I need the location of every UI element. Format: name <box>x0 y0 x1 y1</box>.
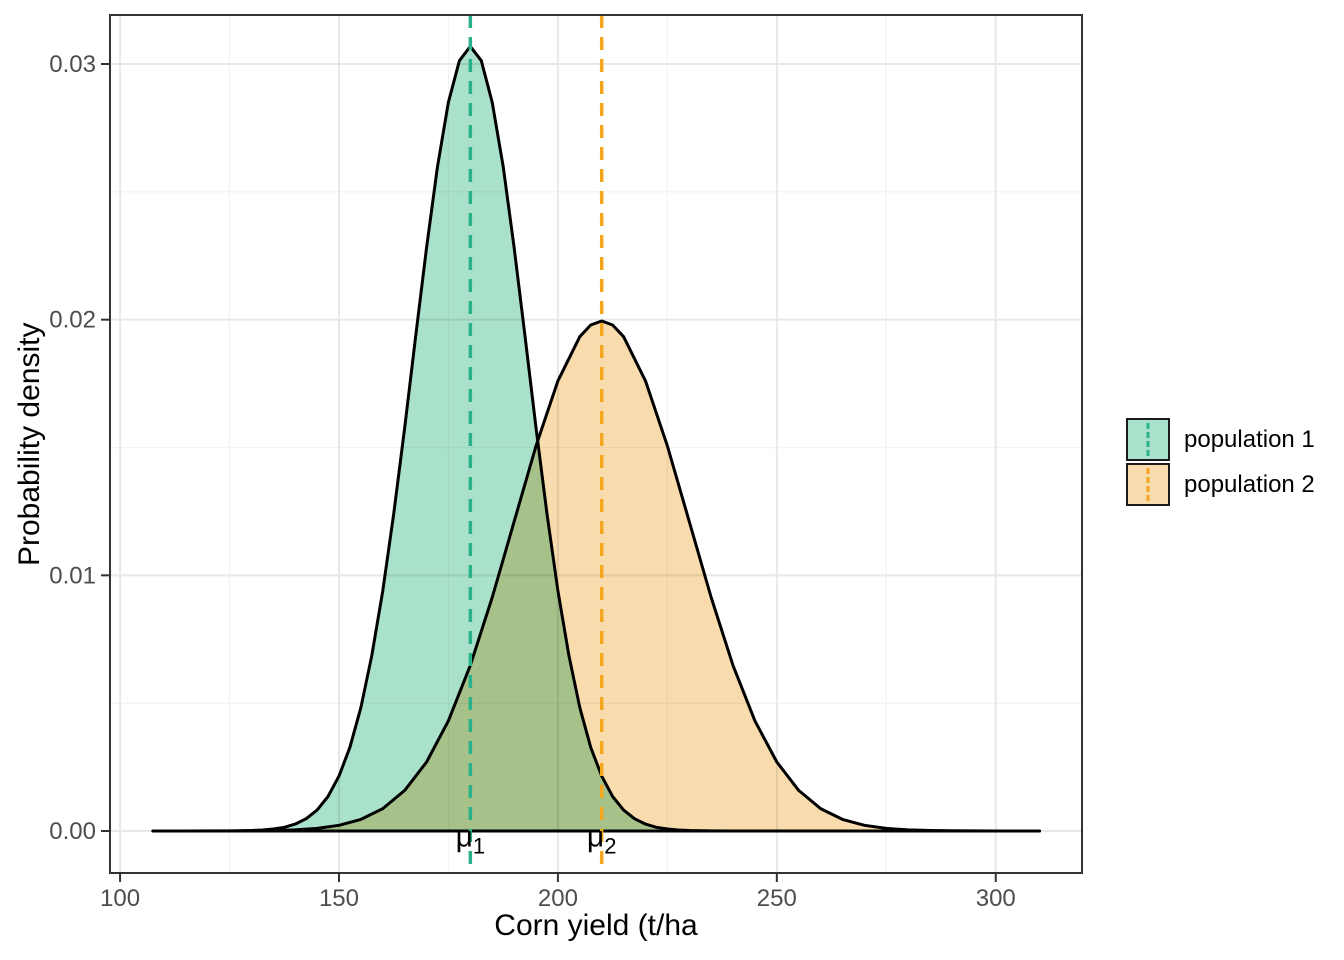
density-area-population-2 <box>152 321 1040 831</box>
mu-annotation-1: μ1 <box>456 820 486 858</box>
legend-item-population-1: population 1 <box>1126 418 1315 461</box>
legend-label-population-1: population 1 <box>1184 425 1315 453</box>
panel-border <box>109 14 1083 874</box>
y-axis-tick-label: 0.00 <box>49 818 96 845</box>
y-axis-tick-label: 0.01 <box>49 562 96 589</box>
x-axis-tick-label: 300 <box>976 885 1016 912</box>
y-axis-tick-label: 0.02 <box>49 307 96 334</box>
legend-key-population-1 <box>1126 418 1170 461</box>
y-axis-title: Probability density <box>13 322 46 566</box>
x-axis-tick-label: 200 <box>538 885 578 912</box>
y-axis-tick-label: 0.03 <box>49 51 96 78</box>
legend-key-population-2 <box>1126 463 1170 506</box>
dashed-mean-line-icon <box>1146 468 1150 501</box>
x-axis-title: Corn yield (t/ha <box>494 909 698 942</box>
mu-annotation-2: μ2 <box>587 820 617 858</box>
x-axis-tick-label: 100 <box>100 885 140 912</box>
dashed-mean-line-icon <box>1146 423 1150 456</box>
density-outline-population-2 <box>151 319 1041 833</box>
legend-item-population-2: population 2 <box>1126 463 1315 506</box>
legend: population 1 population 2 <box>1126 418 1315 508</box>
legend-label-population-2: population 2 <box>1184 470 1315 498</box>
x-axis-tick-label: 150 <box>319 885 359 912</box>
x-axis-tick-label: 250 <box>757 885 797 912</box>
